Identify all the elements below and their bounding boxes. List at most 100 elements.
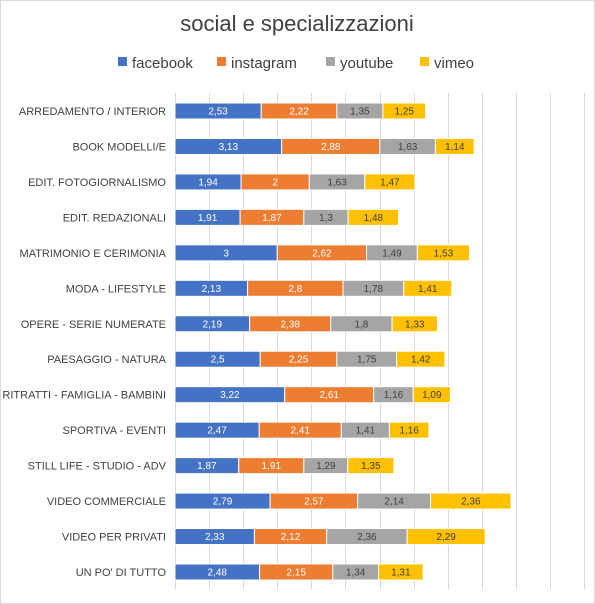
category-label: EDIT. REDAZIONALI xyxy=(63,212,166,224)
bar-row: 2,33 2,12 2,36 2,29 xyxy=(174,528,486,546)
data-label-instagram: 2,61 xyxy=(319,390,339,401)
data-label-facebook: 3,22 xyxy=(220,390,240,401)
bar-segment-vimeo xyxy=(412,386,451,404)
data-label-youtube: 1,35 xyxy=(350,107,370,118)
data-label-facebook: 2,53 xyxy=(208,107,228,118)
bar-row: 1,87 1,91 1,29 1,35 xyxy=(174,457,395,475)
chart-title: social e specializzazioni xyxy=(180,11,414,36)
data-label-facebook: 3 xyxy=(223,248,229,259)
bar-row: 2,48 2,15 1,34 1,31 xyxy=(174,563,424,581)
data-label-facebook: 1,94 xyxy=(198,177,218,188)
bar-segment-vimeo xyxy=(347,457,395,475)
data-label-youtube: 1,41 xyxy=(356,426,376,437)
bars: 2,53 2,22 1,35 1,253,13 2,88 1,63 1,141,94 2 1,6… xyxy=(174,102,512,581)
data-label-vimeo: 2,29 xyxy=(436,532,456,543)
category-label: MATRIMONIO E CERIMONIA xyxy=(20,248,167,260)
data-label-facebook: 1,87 xyxy=(197,461,217,472)
data-label-youtube: 2,14 xyxy=(384,497,404,508)
category-label: PAESAGGIO - NATURA xyxy=(47,354,166,366)
data-label-vimeo: 1,33 xyxy=(405,319,425,330)
legend-swatch xyxy=(217,57,226,66)
category-label: BOOK MODELLI/E xyxy=(72,141,166,153)
category-label: STILL LIFE - STUDIO - ADV xyxy=(28,461,167,473)
data-label-instagram: 2,12 xyxy=(281,532,301,543)
data-label-instagram: 2,62 xyxy=(312,248,332,259)
data-label-instagram: 2,25 xyxy=(289,355,309,366)
data-label-vimeo: 1,47 xyxy=(380,177,400,188)
bar-row: 2,19 2,38 1,8 1,33 xyxy=(174,315,438,333)
data-label-youtube: 1,34 xyxy=(346,568,366,579)
data-label-vimeo: 1,14 xyxy=(445,142,465,153)
legend-label: youtube xyxy=(340,55,393,72)
legend-swatch xyxy=(420,57,429,66)
legend-item-youtube: youtube xyxy=(326,55,393,72)
category-label: SPORTIVA - EVENTI xyxy=(62,425,166,437)
data-label-vimeo: 1,35 xyxy=(361,461,381,472)
legend-item-instagram: instagram xyxy=(217,55,297,72)
data-label-instagram: 2,8 xyxy=(288,284,302,295)
bar-row: 3,13 2,88 1,63 1,14 xyxy=(174,137,475,155)
legend-item-vimeo: vimeo xyxy=(420,55,474,72)
data-label-facebook: 2,33 xyxy=(205,532,225,543)
data-label-vimeo: 1,42 xyxy=(411,355,431,366)
category-label: ARREDAMENTO / INTERIOR xyxy=(19,106,166,118)
bar-segment-vimeo xyxy=(434,137,475,155)
data-label-facebook: 2,79 xyxy=(213,497,233,508)
category-labels: ARREDAMENTO / INTERIOR BOOK MODELLI/E EDIT… xyxy=(2,106,166,579)
category-label: VIDEO PER PRIVATI xyxy=(62,532,166,544)
data-label-instagram: 2,88 xyxy=(321,142,341,153)
data-label-youtube: 1,78 xyxy=(364,284,384,295)
bar-row: 1,91 1,87 1,3 1,48 xyxy=(174,208,400,226)
bar-segment-vimeo xyxy=(388,421,430,439)
data-label-vimeo: 1,16 xyxy=(399,426,419,437)
data-label-facebook: 3,13 xyxy=(219,142,239,153)
legend-swatch xyxy=(118,57,127,66)
data-label-vimeo: 1,31 xyxy=(391,568,411,579)
data-label-youtube: 1,49 xyxy=(382,248,402,259)
data-label-facebook: 2,5 xyxy=(211,355,225,366)
data-label-vimeo: 1,09 xyxy=(422,390,442,401)
category-label: UN PO' DI TUTTO xyxy=(76,567,167,579)
data-label-instagram: 2,22 xyxy=(289,107,309,118)
data-label-youtube: 1,8 xyxy=(354,319,368,330)
data-label-instagram: 2,41 xyxy=(291,426,311,437)
data-label-youtube: 1,16 xyxy=(384,390,404,401)
data-label-facebook: 2,13 xyxy=(202,284,222,295)
legend-label: vimeo xyxy=(434,55,474,72)
data-label-youtube: 1,75 xyxy=(357,355,377,366)
category-label: OPERE - SERIE NUMERATE xyxy=(21,319,166,331)
data-label-facebook: 2,47 xyxy=(207,426,227,437)
bar-segment-vimeo xyxy=(391,315,438,333)
data-label-vimeo: 1,48 xyxy=(364,213,384,224)
bar-row: 2,47 2,41 1,41 1,16 xyxy=(174,421,430,439)
data-label-facebook: 1,91 xyxy=(198,213,218,224)
data-label-vimeo: 1,53 xyxy=(434,248,454,259)
bar-row: 2,53 2,22 1,35 1,25 xyxy=(174,102,427,120)
data-label-instagram: 1,91 xyxy=(262,461,282,472)
category-label: VIDEO COMMERCIALE xyxy=(47,496,166,508)
data-label-instagram: 2,15 xyxy=(286,568,306,579)
bar-row: 3 2,62 1,49 1,53 xyxy=(174,244,470,262)
data-label-youtube: 2,36 xyxy=(357,532,377,543)
bar-row: 2,13 2,8 1,78 1,41 xyxy=(174,279,453,297)
data-label-vimeo: 1,25 xyxy=(394,107,414,118)
data-label-youtube: 1,63 xyxy=(327,177,347,188)
data-label-facebook: 2,19 xyxy=(203,319,223,330)
data-label-instagram: 2 xyxy=(272,177,278,188)
category-label: MODA - LIFESTYLE xyxy=(66,283,166,295)
bar-segment-vimeo xyxy=(347,208,400,226)
data-label-facebook: 2,48 xyxy=(208,568,228,579)
bar-row: 2,5 2,25 1,75 1,42 xyxy=(174,350,446,368)
category-label: RITRATTI - FAMIGLIA - BAMBINI xyxy=(2,390,166,402)
bar-row: 3,22 2,61 1,16 1,09 xyxy=(174,386,451,404)
bar-segment-vimeo xyxy=(364,173,416,191)
bar-segment-vimeo xyxy=(406,528,486,546)
data-label-instagram: 1,87 xyxy=(262,213,282,224)
bar-segment-vimeo xyxy=(396,350,446,368)
bar-row: 2,79 2,57 2,14 2,36 xyxy=(174,492,512,510)
data-label-vimeo: 2,36 xyxy=(461,497,481,508)
data-label-youtube: 1,3 xyxy=(319,213,333,224)
gridlines xyxy=(175,93,585,589)
